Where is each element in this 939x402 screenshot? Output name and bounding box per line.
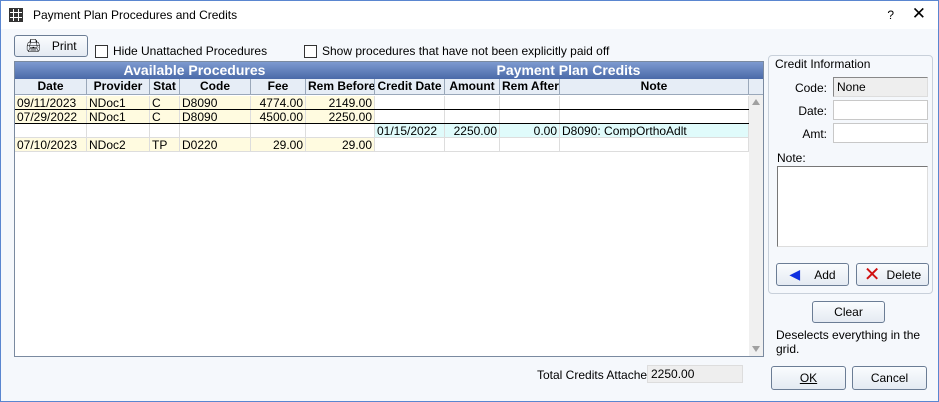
column-header-rem-before[interactable]: Rem Before (308, 79, 375, 94)
cell-credit-date: 01/15/2022 (375, 124, 445, 137)
cell-note (560, 138, 749, 151)
print-label: Print (51, 39, 77, 53)
close-icon[interactable]: ✕ (911, 4, 926, 23)
cell-credit-date (375, 138, 445, 151)
cell-rem-after (500, 110, 560, 123)
clear-hint: Deselects everything in the grid. (776, 328, 921, 356)
cell-fee (251, 124, 306, 137)
column-header-credit-date[interactable]: Credit Date (375, 79, 445, 94)
left-arrow-icon: ◀ (789, 266, 801, 282)
cell-rem-before (306, 124, 375, 137)
credit-information-group: Credit Information Code: None Date: Amt:… (768, 55, 933, 294)
cell-note: D8090: CompOrthoAdlt (560, 124, 749, 137)
clear-button[interactable]: Clear (812, 301, 885, 323)
cell-code: D8090 (180, 96, 251, 109)
column-header-row: Date Provider Stat Code Fee Rem Before Credit … (15, 79, 763, 95)
cancel-button[interactable]: Cancel (852, 366, 927, 390)
scroll-up-icon[interactable] (752, 99, 760, 105)
cell-amount: 2250.00 (445, 124, 500, 137)
add-button[interactable]: ◀ Add (776, 263, 849, 286)
print-button[interactable]: 🖨 Print (14, 35, 88, 57)
cell-date: 07/29/2022 (15, 110, 87, 123)
cell-stat: C (150, 110, 180, 123)
column-header-fee[interactable]: Fee (251, 79, 306, 94)
show-not-paid-label: Show procedures that have not been expli… (322, 44, 610, 58)
cell-code: D0220 (180, 138, 251, 151)
hide-unattached-checkbox[interactable]: Hide Unattached Procedures (95, 44, 267, 58)
cell-code: D8090 (180, 110, 251, 123)
ok-button[interactable]: OK (771, 366, 846, 390)
cell-note (560, 110, 749, 123)
window-title: Payment Plan Procedures and Credits (33, 8, 238, 22)
help-button[interactable]: ? (887, 8, 894, 22)
date-input[interactable] (833, 100, 928, 120)
cell-provider (87, 124, 150, 137)
group-header-procedures: Available Procedures (15, 62, 374, 79)
column-header-stat[interactable]: Stat (150, 79, 180, 94)
note-textarea[interactable] (777, 166, 928, 247)
cell-rem-after (500, 138, 560, 151)
vertical-scrollbar[interactable] (749, 95, 763, 356)
total-credits-label: Total Credits Attached: (537, 368, 658, 382)
column-header-rem-after[interactable]: Rem After (502, 79, 560, 94)
cell-credit-date (375, 110, 445, 123)
cell-stat (150, 124, 180, 137)
cell-amount (445, 138, 500, 151)
cell-provider: NDoc1 (87, 110, 150, 123)
delete-button[interactable]: ✕ Delete (856, 263, 929, 286)
total-credits-value: 2250.00 (647, 365, 743, 383)
column-header-date[interactable]: Date (15, 79, 87, 94)
printer-icon: 🖨 (25, 38, 42, 53)
note-label: Note: (777, 151, 806, 165)
cell-amount (445, 96, 500, 109)
amt-label: Amt: (802, 127, 827, 141)
scroll-down-icon[interactable] (752, 346, 760, 352)
column-header-amount[interactable]: Amount (445, 79, 500, 94)
amt-input[interactable] (833, 123, 928, 143)
app-grid-icon (9, 8, 23, 22)
checkbox-box[interactable] (304, 44, 317, 58)
cell-date (15, 124, 87, 137)
cell-date: 09/11/2023 (15, 96, 87, 109)
table-row[interactable]: 01/15/2022 2250.00 0.00 D8090: CompOrthoAdl… (15, 124, 749, 138)
code-label: Code: (794, 81, 827, 95)
red-x-icon: ✕ (863, 263, 881, 286)
credit-information-title: Credit Information (775, 57, 871, 71)
table-row[interactable]: 07/10/2023 NDoc2 TP D0220 29.00 29.00 (15, 138, 749, 152)
group-header-credits: Payment Plan Credits (374, 62, 763, 79)
delete-label: Delete (886, 267, 922, 282)
checkbox-box[interactable] (95, 44, 108, 58)
cell-credit-date (375, 96, 445, 109)
hide-unattached-label: Hide Unattached Procedures (113, 44, 268, 58)
title-bar: Payment Plan Procedures and Credits ? ✕ (1, 1, 938, 29)
cell-code (180, 124, 251, 137)
column-header-code[interactable]: Code (180, 79, 251, 94)
code-field: None (833, 77, 928, 97)
table-row[interactable]: 07/29/2022 NDoc1 C D8090 4500.00 2250.00 (15, 110, 749, 124)
cell-fee: 4774.00 (251, 96, 306, 109)
show-not-paid-checkbox[interactable]: Show procedures that have not been expli… (304, 44, 609, 58)
cell-rem-before: 29.00 (306, 138, 375, 151)
cell-provider: NDoc2 (87, 138, 150, 151)
cell-rem-before: 2250.00 (306, 110, 375, 123)
cell-rem-before: 2149.00 (306, 96, 375, 109)
table-row[interactable]: 09/11/2023 NDoc1 C D8090 4774.00 2149.00 (15, 96, 749, 110)
date-label: Date: (798, 104, 827, 118)
cell-rem-after: 0.00 (500, 124, 560, 137)
cell-stat: C (150, 96, 180, 109)
cell-fee: 29.00 (251, 138, 306, 151)
column-header-note[interactable]: Note (560, 79, 749, 94)
procedures-grid[interactable]: Available Procedures Payment Plan Credit… (14, 61, 764, 357)
cell-note (560, 96, 749, 109)
cell-rem-after (500, 96, 560, 109)
column-header-provider[interactable]: Provider (87, 79, 150, 94)
cell-date: 07/10/2023 (15, 138, 87, 151)
cell-provider: NDoc1 (87, 96, 150, 109)
cell-stat: TP (150, 138, 180, 151)
add-label: Add (814, 267, 836, 282)
cell-fee: 4500.00 (251, 110, 306, 123)
cell-amount (445, 110, 500, 123)
